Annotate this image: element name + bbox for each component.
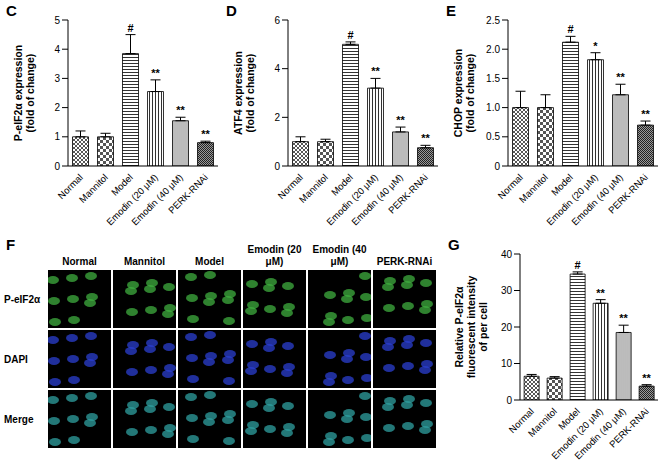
svg-text:0.5: 0.5 [486,131,500,142]
svg-text:6: 6 [274,15,280,26]
svg-text:PERK-RNAi: PERK-RNAi [607,406,651,450]
svg-text:4: 4 [54,44,60,55]
html-text:Mannitol: Mannitol [123,256,165,267]
html-text:P-eIF2α: P-eIF2α [4,293,41,305]
svg-text:Mannitol: Mannitol [77,172,110,205]
svg-text:Normal: Normal [55,171,85,202]
svg-text:1: 1 [54,131,60,142]
svg-text:Normal: Normal [275,171,305,202]
svg-text:Relative P-eIF2αfluorescent in: Relative P-eIF2αfluorescent intensityof … [453,276,489,379]
svg-text:20: 20 [501,322,513,333]
svg-text:Model: Model [548,171,575,198]
svg-text:0: 0 [494,161,500,172]
svg-text:#: # [567,23,573,35]
html-text:Merge: Merge [4,413,34,425]
svg-text:Emodin (40 μM): Emodin (40 μM) [349,171,405,228]
html-text:Emodin (40 μM): Emodin (40 μM) [312,244,367,267]
svg-text:Normal: Normal [506,405,536,436]
svg-text:Emodin (40 μM): Emodin (40 μM) [129,171,185,228]
svg-text:PERK-RNAi: PERK-RNAi [386,172,430,216]
svg-text:0: 0 [506,395,512,406]
svg-text:**: ** [642,372,651,384]
svg-text:2.0: 2.0 [486,44,500,55]
svg-text:#: # [127,22,133,34]
svg-text:Model: Model [108,171,135,198]
svg-text:#: # [347,29,353,41]
html-text:D: D [226,2,237,19]
svg-text:Emodin (20 μM): Emodin (20 μM) [324,171,380,228]
html-text:F: F [6,236,16,253]
svg-text:30: 30 [501,285,513,296]
svg-text:0: 0 [54,161,60,172]
html-text:DAPI: DAPI [4,353,28,365]
html-text:Model: Model [195,256,224,267]
svg-text:Mannitol: Mannitol [517,172,550,205]
svg-text:**: ** [619,312,628,324]
html-text:Normal: Normal [62,256,97,267]
svg-text:Emodin (20 μM): Emodin (20 μM) [104,171,160,228]
svg-text:Emodin (20 μM): Emodin (20 μM) [544,171,600,228]
svg-text:Emodin (40 μM): Emodin (40 μM) [572,405,628,462]
svg-text:**: ** [421,132,430,144]
svg-text:**: ** [641,108,650,120]
svg-text:1.0: 1.0 [486,102,500,113]
svg-text:0: 0 [274,161,280,172]
svg-text:4: 4 [274,63,280,74]
svg-text:**: ** [371,65,380,77]
svg-text:PERK-RNAi: PERK-RNAi [606,172,650,216]
svg-text:Model: Model [328,171,355,198]
svg-text:PERK-RNAi: PERK-RNAi [166,172,210,216]
svg-text:**: ** [201,128,210,140]
svg-text:Emodin (20 μM): Emodin (20 μM) [549,405,605,462]
svg-text:**: ** [396,114,405,126]
html-text:C: C [6,2,17,19]
html-text:PERK-RNAi: PERK-RNAi [376,256,433,267]
svg-text:Emodin (40 μM): Emodin (40 μM) [569,171,625,228]
svg-text:2.5: 2.5 [486,15,500,26]
svg-text:10: 10 [501,358,513,369]
svg-text:40: 40 [501,249,513,260]
svg-text:ATF4 expression(fold of change: ATF4 expression(fold of change) [232,51,256,135]
svg-text:2: 2 [54,102,60,113]
svg-text:Model: Model [555,405,582,432]
svg-text:#: # [575,259,581,271]
svg-text:3: 3 [54,73,60,84]
svg-text:**: ** [596,287,605,299]
svg-text:CHOP expression(fold of change: CHOP expression(fold of change) [452,49,476,138]
svg-text:2: 2 [274,112,280,123]
svg-text:**: ** [176,104,185,116]
html-text:E: E [446,2,456,19]
svg-text:*: * [593,40,598,52]
svg-text:**: ** [151,67,160,79]
html-text:Emodin (20 μM): Emodin (20 μM) [247,244,302,267]
svg-text:Mannitol: Mannitol [297,172,330,205]
svg-text:**: ** [616,71,625,83]
svg-text:Normal: Normal [495,171,525,202]
svg-text:1.5: 1.5 [486,73,500,84]
svg-text:5: 5 [54,15,60,26]
html-text:G: G [448,236,460,253]
svg-text:Mannitol: Mannitol [526,406,559,439]
svg-text:P-eIF2α expression(fold of cha: P-eIF2α expression(fold of change) [12,45,36,141]
